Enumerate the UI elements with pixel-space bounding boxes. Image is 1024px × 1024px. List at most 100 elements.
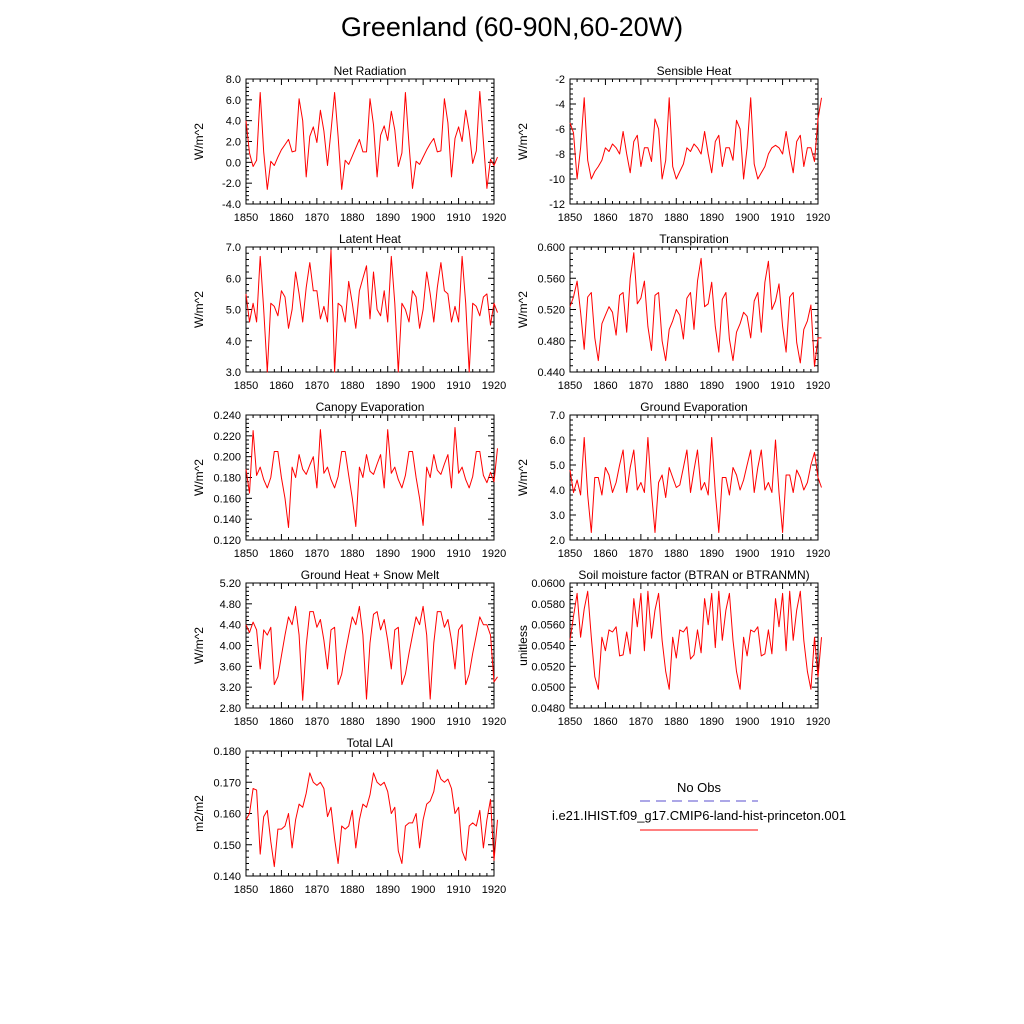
series-line: [569, 437, 822, 533]
y-tick-label: 0.220: [213, 431, 241, 443]
y-tick-label: -2: [555, 74, 565, 86]
y-tick-label: 0.200: [213, 452, 241, 464]
y-axis-label: W/m^2: [192, 627, 206, 664]
y-tick-label: 6.0: [226, 273, 241, 285]
y-tick-label: 6.0: [226, 95, 241, 107]
x-tick-label: 1920: [482, 212, 506, 224]
x-tick-label: 1910: [446, 884, 470, 896]
x-tick-label: 1880: [340, 212, 364, 224]
y-tick-label: 0.480: [537, 336, 565, 348]
y-axis-label: W/m^2: [192, 459, 206, 496]
legend-label-model-run: i.e21.IHIST.f09_g17.CMIP6-land-hist-prin…: [552, 808, 846, 823]
x-tick-label: 1870: [629, 380, 653, 392]
x-tick-label: 1850: [234, 212, 258, 224]
x-tick-label: 1860: [269, 212, 293, 224]
y-tick-label: 0.0: [226, 157, 241, 169]
y-tick-label: 5.20: [220, 578, 241, 590]
x-tick-label: 1870: [305, 884, 329, 896]
x-tick-label: 1900: [735, 716, 759, 728]
x-tick-label: 1890: [699, 548, 723, 560]
x-tick-label: 1870: [305, 548, 329, 560]
panel-title: Transpiration: [659, 232, 729, 246]
y-tick-label: 4.0: [550, 485, 565, 497]
x-tick-label: 1880: [664, 548, 688, 560]
y-tick-label: 0.150: [213, 840, 241, 852]
panel-title: Ground Evaporation: [640, 400, 747, 414]
y-tick-label: -12: [549, 199, 565, 211]
series-line: [569, 252, 822, 367]
y-tick-label: 0.0520: [531, 661, 565, 673]
figure-title: Greenland (60-90N,60-20W): [340, 12, 684, 42]
y-tick-label: 2.0: [550, 535, 565, 547]
panel-title: Ground Heat + Snow Melt: [301, 568, 440, 582]
x-tick-label: 1850: [558, 716, 582, 728]
y-tick-label: 0.240: [213, 410, 241, 422]
y-tick-label: 0.0540: [531, 641, 565, 653]
y-tick-label: 0.160: [213, 493, 241, 505]
panel-title: Latent Heat: [339, 232, 402, 246]
y-tick-label: -6: [555, 124, 565, 136]
x-tick-label: 1890: [699, 716, 723, 728]
series-line: [245, 769, 498, 868]
x-tick-label: 1920: [806, 212, 830, 224]
y-axis-label: W/m^2: [516, 459, 530, 496]
plot-frame: [245, 414, 495, 541]
x-tick-label: 1900: [411, 212, 435, 224]
y-tick-label: 0.120: [213, 535, 241, 547]
y-tick-label: 8.0: [226, 74, 241, 86]
y-tick-label: 0.440: [537, 367, 565, 379]
y-tick-label: 3.60: [220, 661, 241, 673]
plot-frame: [245, 246, 495, 373]
y-tick-label: 0.170: [213, 777, 241, 789]
x-tick-label: 1900: [411, 548, 435, 560]
y-tick-label: 0.180: [213, 746, 241, 758]
series-line: [569, 590, 822, 690]
x-tick-label: 1880: [664, 716, 688, 728]
x-tick-label: 1860: [593, 212, 617, 224]
x-tick-label: 1900: [735, 380, 759, 392]
x-tick-label: 1920: [482, 380, 506, 392]
x-tick-label: 1910: [770, 380, 794, 392]
x-tick-label: 1890: [699, 212, 723, 224]
x-tick-label: 1880: [340, 716, 364, 728]
y-tick-label: 0.0580: [531, 599, 565, 611]
x-tick-label: 1900: [735, 548, 759, 560]
x-tick-label: 1910: [770, 716, 794, 728]
y-tick-label: 3.0: [550, 510, 565, 522]
x-tick-label: 1900: [411, 716, 435, 728]
x-tick-label: 1910: [770, 212, 794, 224]
y-tick-label: 0.0500: [531, 682, 565, 694]
series-line: [569, 97, 822, 180]
y-tick-label: 4.0: [226, 116, 241, 128]
y-axis-label: W/m^2: [192, 291, 206, 328]
x-tick-label: 1920: [482, 884, 506, 896]
series-line: [245, 427, 498, 528]
y-tick-label: 0.520: [537, 305, 565, 317]
y-axis-label: unitless: [516, 625, 530, 666]
x-tick-label: 1890: [699, 380, 723, 392]
y-tick-label: 3.0: [226, 367, 241, 379]
x-tick-label: 1860: [593, 548, 617, 560]
y-tick-label: 0.160: [213, 809, 241, 821]
series-line: [245, 605, 498, 701]
x-tick-label: 1860: [269, 716, 293, 728]
y-tick-label: 7.0: [226, 242, 241, 254]
y-axis-label: W/m^2: [192, 123, 206, 160]
x-tick-label: 1880: [340, 380, 364, 392]
x-tick-label: 1890: [375, 548, 399, 560]
plot-frame: [569, 78, 819, 205]
x-tick-label: 1880: [340, 548, 364, 560]
y-tick-label: 0.0480: [531, 703, 565, 715]
plot-frame: [569, 414, 819, 541]
x-tick-label: 1920: [806, 716, 830, 728]
x-tick-label: 1850: [234, 716, 258, 728]
x-tick-label: 1850: [558, 212, 582, 224]
x-tick-label: 1860: [593, 380, 617, 392]
x-tick-label: 1870: [629, 716, 653, 728]
x-tick-label: 1870: [305, 212, 329, 224]
x-tick-label: 1910: [446, 716, 470, 728]
y-tick-label: 0.140: [213, 514, 241, 526]
x-tick-label: 1910: [446, 380, 470, 392]
x-tick-label: 1920: [482, 548, 506, 560]
y-tick-label: 5.0: [550, 460, 565, 472]
